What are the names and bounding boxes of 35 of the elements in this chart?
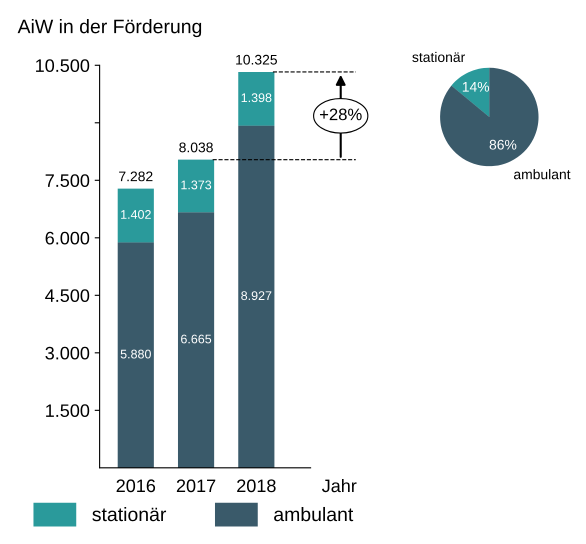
bar [118,242,154,468]
legend-label: ambulant [274,506,354,522]
chart-title: AiW in der Förderung [18,19,202,38]
x-tick-label: 2017 [176,479,216,492]
total-label: 10.325 [236,54,277,65]
bar [238,126,274,468]
data-label: 1.373 [181,180,212,190]
bar [238,72,274,126]
x-tick-label: 2018 [237,479,276,492]
bar [178,160,214,212]
data-label: 86% [490,140,516,150]
slice-label: stationär [412,52,465,62]
data-label: 1.402 [121,210,151,219]
y-tick-label: 6.000 [46,232,90,245]
legend-label: stationär [92,506,166,522]
slice-label: ambulant [514,169,570,180]
bar [118,188,154,242]
bar [178,212,214,468]
pie-slice [440,68,539,166]
y-tick-label: 7.500 [46,174,90,188]
x-tick-label: 2016 [116,479,156,492]
data-label: 6.665 [181,334,212,344]
pie-slice [451,68,490,117]
data-label: 1.398 [242,93,272,102]
y-tick-label: 3.000 [45,346,90,360]
data-label: 5.880 [120,350,151,358]
x-axis-title: Jahr [322,478,357,492]
y-tick-label: 4.500 [45,289,90,302]
y-tick-label: 10.500 [36,59,90,72]
text: +28% [320,108,362,120]
data-label: 14% [462,82,490,92]
total-label: 8.038 [179,142,213,152]
data-label: 8.927 [241,291,272,300]
total-label: 7.282 [119,171,152,182]
y-tick-label: 1.500 [46,404,90,418]
